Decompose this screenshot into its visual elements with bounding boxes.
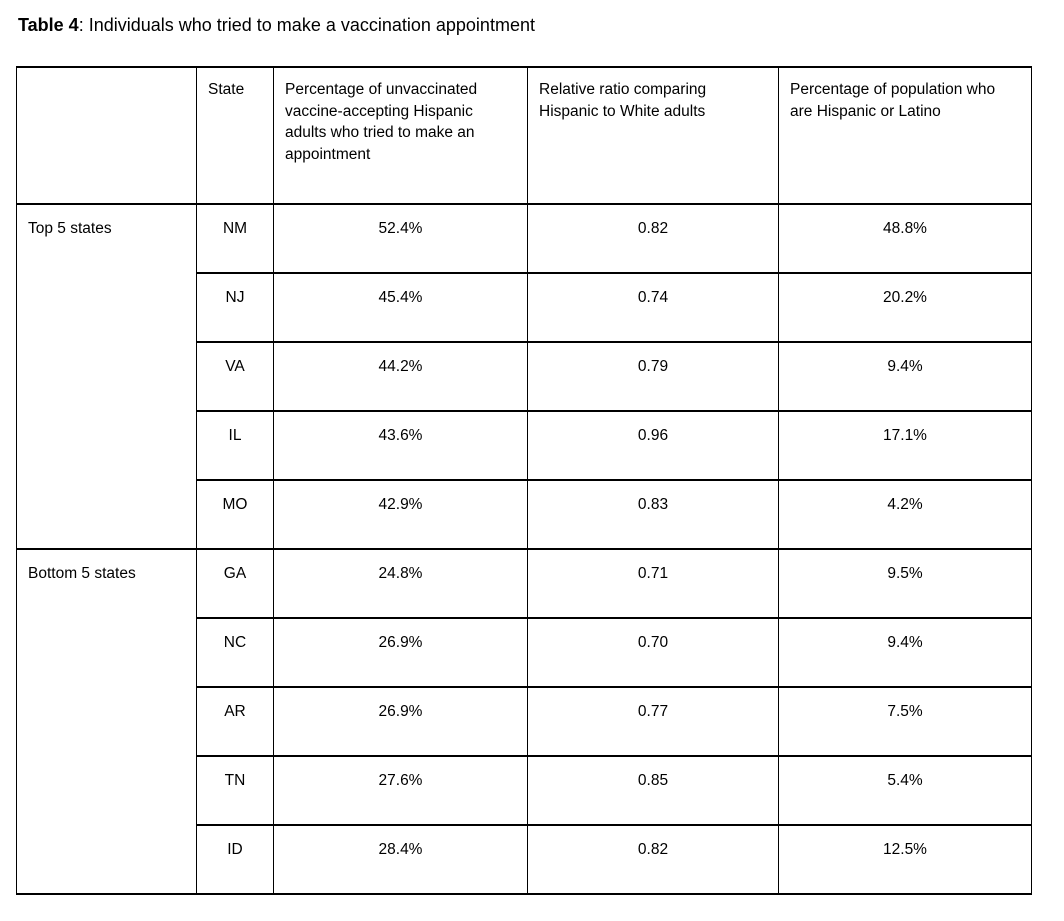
state-cell: GA [196, 548, 274, 619]
ratio-cell: 0.79 [527, 341, 779, 412]
pct-population-cell: 4.2% [778, 479, 1032, 550]
ratio-cell: 0.70 [527, 617, 779, 688]
row-group-label-bottom5: Bottom 5 states [16, 548, 197, 895]
table-number-label: Table 4 [18, 15, 79, 35]
table-row: ID 28.4% 0.82 12.5% [17, 824, 1032, 895]
state-cell: TN [196, 755, 274, 826]
ratio-cell: 0.71 [527, 548, 779, 619]
pct-population-cell: 12.5% [778, 824, 1032, 895]
ratio-cell: 0.82 [527, 203, 779, 274]
pct-population-cell: 20.2% [778, 272, 1032, 343]
pct-population-cell: 9.4% [778, 341, 1032, 412]
header-state: State [196, 66, 274, 205]
table-title-text: : Individuals who tried to make a vaccin… [78, 15, 535, 35]
pct-population-cell: 48.8% [778, 203, 1032, 274]
header-pct-tried: Percentage of unvaccinated vaccine-accep… [273, 66, 528, 205]
table-row: MO 42.9% 0.83 4.2% [17, 479, 1032, 550]
pct-population-cell: 9.4% [778, 617, 1032, 688]
ratio-cell: 0.74 [527, 272, 779, 343]
pct-population-cell: 7.5% [778, 686, 1032, 757]
table-row: VA 44.2% 0.79 9.4% [17, 341, 1032, 412]
table-row: Top 5 states NM 52.4% 0.82 48.8% [16, 203, 1032, 550]
pct-tried-cell: 26.9% [273, 686, 528, 757]
state-cell: NJ [196, 272, 274, 343]
table-row: AR 26.9% 0.77 7.5% [17, 686, 1032, 757]
pct-population-cell: 5.4% [778, 755, 1032, 826]
ratio-cell: 0.96 [527, 410, 779, 481]
pct-tried-cell: 26.9% [273, 617, 528, 688]
pct-population-cell: 9.5% [778, 548, 1032, 619]
table-row: Bottom 5 states GA 24.8% 0.71 9.5% [16, 548, 1032, 895]
pct-tried-cell: 43.6% [273, 410, 528, 481]
state-cell: MO [196, 479, 274, 550]
pct-population-cell: 17.1% [778, 410, 1032, 481]
pct-tried-cell: 24.8% [273, 548, 528, 619]
header-empty [16, 66, 197, 205]
vaccination-appointment-table: State Percentage of unvaccinated vaccine… [16, 66, 1032, 895]
state-cell: ID [196, 824, 274, 895]
table-row: NJ 45.4% 0.74 20.2% [17, 272, 1032, 343]
ratio-cell: 0.83 [527, 479, 779, 550]
state-cell: VA [196, 341, 274, 412]
pct-tried-cell: 27.6% [273, 755, 528, 826]
pct-tried-cell: 42.9% [273, 479, 528, 550]
page-title: Table 4: Individuals who tried to make a… [18, 14, 1048, 36]
table-row: TN 27.6% 0.85 5.4% [17, 755, 1032, 826]
state-cell: NC [196, 617, 274, 688]
ratio-cell: 0.82 [527, 824, 779, 895]
header-relative-ratio: Relative ratio comparing Hispanic to Whi… [527, 66, 779, 205]
row-group-label-top5: Top 5 states [16, 203, 197, 550]
pct-tried-cell: 45.4% [273, 272, 528, 343]
state-cell: AR [196, 686, 274, 757]
state-cell: IL [196, 410, 274, 481]
state-cell: NM [196, 203, 274, 274]
ratio-cell: 0.77 [527, 686, 779, 757]
pct-tried-cell: 44.2% [273, 341, 528, 412]
ratio-cell: 0.85 [527, 755, 779, 826]
table-row: IL 43.6% 0.96 17.1% [17, 410, 1032, 481]
pct-tried-cell: 52.4% [273, 203, 528, 274]
pct-tried-cell: 28.4% [273, 824, 528, 895]
header-pct-population: Percentage of population who are Hispani… [778, 66, 1032, 205]
table-header-row: State Percentage of unvaccinated vaccine… [16, 66, 1032, 205]
table-row: NC 26.9% 0.70 9.4% [17, 617, 1032, 688]
